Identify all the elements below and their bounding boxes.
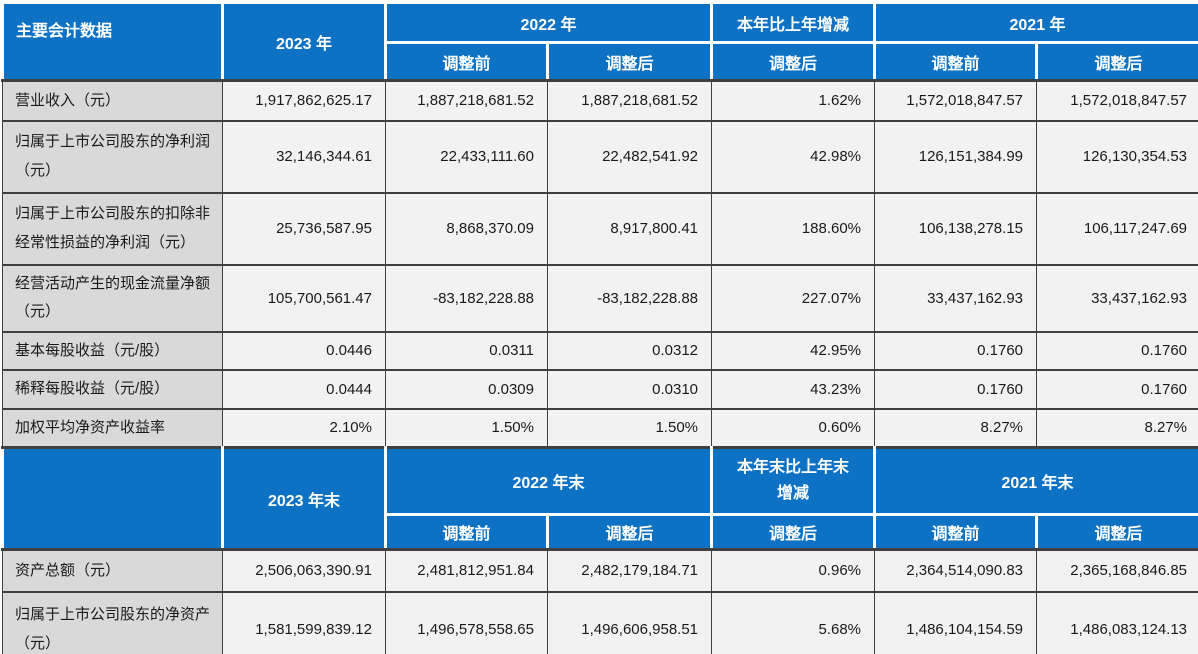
col-header-2021: 2021 年 xyxy=(873,1,1198,44)
cell-value: 33,437,162.93 xyxy=(1036,263,1198,333)
cell-value: 25,736,587.95 xyxy=(222,191,386,266)
subheader-2021-pre-adjust: 调整前 xyxy=(873,41,1039,82)
subheader-2022-post-adjust: 调整后 xyxy=(545,41,714,82)
cell-value: 1,496,606,958.51 xyxy=(546,590,713,654)
table-row-basic-eps: 基本每股收益（元/股） 0.0446 0.0311 0.0312 42.95% … xyxy=(2,330,1198,371)
row-label: 营业收入（元） xyxy=(2,79,223,122)
row-label: 归属于上市公司股东的净资产（元） xyxy=(2,590,223,654)
cell-value: 1,917,862,625.17 xyxy=(222,79,386,122)
cell-value: 1,887,218,681.52 xyxy=(546,79,713,122)
subheader-2021end-pre-adjust: 调整前 xyxy=(873,513,1039,551)
cell-value: 22,433,111.60 xyxy=(385,119,548,194)
section1-subheader-row: 调整前 调整后 调整后 调整前 调整后 xyxy=(3,41,1198,82)
col-header-2023: 2023 年 xyxy=(221,1,387,82)
subheader-change-post-adjust: 调整后 xyxy=(710,41,877,82)
cell-value: 106,117,247.69 xyxy=(1036,191,1198,266)
cell-value: 0.0310 xyxy=(546,369,713,410)
cell-value: 22,482,541.92 xyxy=(546,119,713,194)
row-label: 资产总额（元） xyxy=(2,548,223,593)
cell-value: 1,486,083,124.13 xyxy=(1036,590,1198,654)
cell-value: 5.68% xyxy=(711,590,876,654)
cell-value: 105,700,561.47 xyxy=(222,263,386,333)
cell-value: 0.0444 xyxy=(222,369,386,410)
row-label: 基本每股收益（元/股） xyxy=(2,330,223,371)
table-row-operating-revenue: 营业收入（元） 1,917,862,625.17 1,887,218,681.5… xyxy=(2,79,1198,122)
col-header-yoy-change: 本年比上年增减 xyxy=(710,1,877,44)
cell-value: 8.27% xyxy=(1036,407,1198,449)
table-row-net-profit-excl-nonrecurring: 归属于上市公司股东的扣除非经常性损益的净利润（元） 25,736,587.95 … xyxy=(2,191,1198,266)
table-row-total-assets: 资产总额（元） 2,506,063,390.91 2,481,812,951.8… xyxy=(2,548,1198,593)
cell-value: 2.10% xyxy=(222,407,386,449)
cell-value: 42.98% xyxy=(711,119,876,194)
cell-value: 0.1760 xyxy=(1036,369,1198,410)
subheader-2022-pre-adjust: 调整前 xyxy=(384,41,549,82)
row-label: 归属于上市公司股东的扣除非经常性损益的净利润（元） xyxy=(2,191,223,266)
col-header-yearend-change: 本年末比上年末 增减 xyxy=(710,446,877,516)
cell-value: 1,486,104,154.59 xyxy=(874,590,1038,654)
row-label: 加权平均净资产收益率 xyxy=(2,407,223,449)
cell-value: 1.62% xyxy=(711,79,876,122)
cell-value: 2,481,812,951.84 xyxy=(385,548,548,593)
table-row-diluted-eps: 稀释每股收益（元/股） 0.0444 0.0309 0.0310 43.23% … xyxy=(2,369,1198,410)
cell-value: 1.50% xyxy=(546,407,713,449)
cell-value: -83,182,228.88 xyxy=(546,263,713,333)
cell-value: 227.07% xyxy=(711,263,876,333)
col-header-2022-end: 2022 年末 xyxy=(383,446,714,516)
table-row-net-profit: 归属于上市公司股东的净利润（元） 32,146,344.61 22,433,11… xyxy=(2,119,1198,194)
cell-value: 188.60% xyxy=(711,191,876,266)
cell-value: 0.0309 xyxy=(385,369,548,410)
section1-header-row: 主要会计数据 2023 年 2022 年 本年比上年增减 2021 年 xyxy=(1,1,1198,82)
cell-value: 1,887,218,681.52 xyxy=(385,79,548,122)
subheader-2022end-post-adjust: 调整后 xyxy=(545,513,714,551)
cell-value: 1.50% xyxy=(385,407,548,449)
cell-value: 2,482,179,184.71 xyxy=(546,548,713,593)
cell-value: 42.95% xyxy=(711,330,876,371)
cell-value: 0.0312 xyxy=(546,330,713,371)
cell-value: 1,572,018,847.57 xyxy=(1036,79,1198,122)
row-label: 归属于上市公司股东的净利润（元） xyxy=(2,119,223,194)
subheader-2021end-post-adjust: 调整后 xyxy=(1035,513,1198,551)
cell-value: 106,138,278.15 xyxy=(874,191,1038,266)
cell-value: 33,437,162.93 xyxy=(874,263,1038,333)
table-row-operating-cash-flow: 经营活动产生的现金流量净额（元） 105,700,561.47 -83,182,… xyxy=(2,263,1198,333)
cell-value: 126,130,354.53 xyxy=(1036,119,1198,194)
cell-value: 0.0446 xyxy=(222,330,386,371)
row-label: 经营活动产生的现金流量净额（元） xyxy=(2,263,223,333)
table-row-net-assets: 归属于上市公司股东的净资产（元） 1,581,599,839.12 1,496,… xyxy=(2,590,1198,654)
cell-value: 0.60% xyxy=(711,407,876,449)
cell-value: 1,572,018,847.57 xyxy=(874,79,1038,122)
cell-value: 2,364,514,090.83 xyxy=(874,548,1038,593)
section2-subheader-row: 调整前 调整后 调整后 调整前 调整后 xyxy=(3,513,1198,551)
corner-header-empty xyxy=(1,446,224,551)
cell-value: 0.1760 xyxy=(874,369,1038,410)
cell-value: 0.1760 xyxy=(1036,330,1198,371)
section2-header-row: 2023 年末 2022 年末 本年末比上年末 增减 2021 年末 xyxy=(1,446,1198,551)
cell-value: 2,506,063,390.91 xyxy=(222,548,386,593)
cell-value: 0.1760 xyxy=(874,330,1038,371)
cell-value: 2,365,168,846.85 xyxy=(1036,548,1198,593)
table-row-weighted-avg-roe: 加权平均净资产收益率 2.10% 1.50% 1.50% 0.60% 8.27%… xyxy=(2,407,1198,449)
cell-value: 1,496,578,558.65 xyxy=(385,590,548,654)
cell-value: -83,182,228.88 xyxy=(385,263,548,333)
cell-value: 43.23% xyxy=(711,369,876,410)
cell-value: 0.96% xyxy=(711,548,876,593)
cell-value: 1,581,599,839.12 xyxy=(222,590,386,654)
cell-value: 126,151,384.99 xyxy=(874,119,1038,194)
cell-value: 8,917,800.41 xyxy=(546,191,713,266)
subheader-2021-post-adjust: 调整后 xyxy=(1035,41,1198,82)
col-header-2022: 2022 年 xyxy=(383,1,714,44)
col-header-2021-end: 2021 年末 xyxy=(873,446,1198,516)
cell-value: 8.27% xyxy=(874,407,1038,449)
corner-header-main-accounting-data: 主要会计数据 xyxy=(1,1,224,82)
cell-value: 8,868,370.09 xyxy=(385,191,548,266)
subheader-2022end-pre-adjust: 调整前 xyxy=(384,513,549,551)
col-header-2023-end: 2023 年末 xyxy=(221,446,387,551)
cell-value: 32,146,344.61 xyxy=(222,119,386,194)
cell-value: 0.0311 xyxy=(385,330,548,371)
row-label: 稀释每股收益（元/股） xyxy=(2,369,223,410)
subheader-change-post-adjust: 调整后 xyxy=(710,513,877,551)
